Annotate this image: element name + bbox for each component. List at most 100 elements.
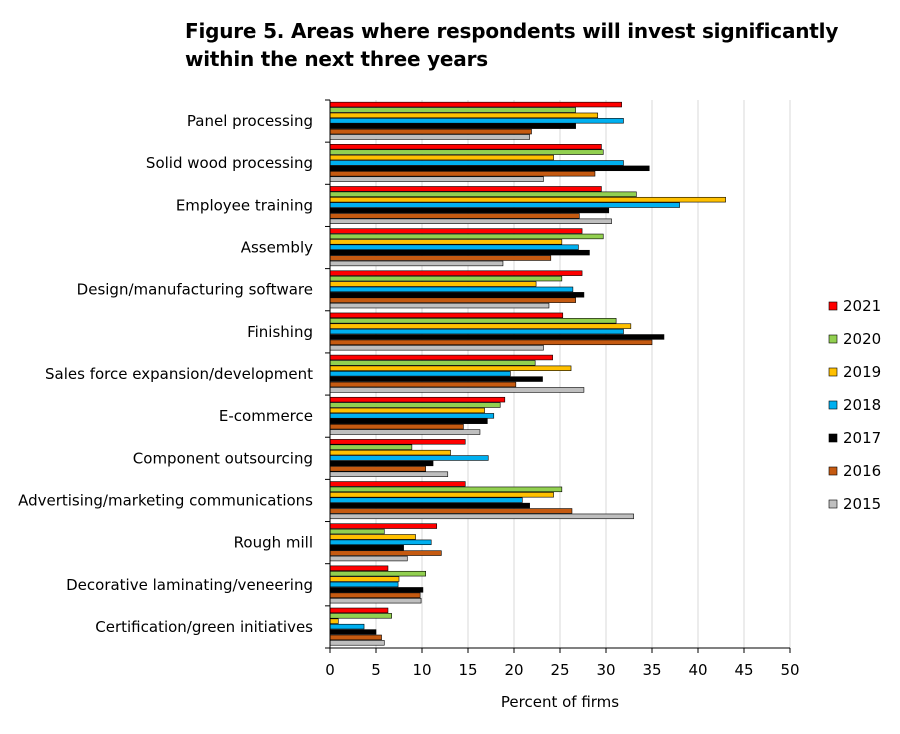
bar-design-manufacturing-software-2018 [329, 286, 574, 293]
legend-label-2019: 2019 [843, 363, 881, 381]
category-label-panel-processing: Panel processing [187, 112, 313, 130]
bar-sales-force-expansion-development-2015 [329, 387, 585, 393]
bar-decorative-laminating-veneering-2020 [329, 570, 426, 577]
category-label-finishing: Finishing [247, 323, 313, 341]
bar-design-manufacturing-software-2021 [329, 270, 583, 276]
chart-title-line-1: Figure 5. Areas where respondents will i… [185, 19, 839, 43]
category-label-employee-training: Employee training [176, 196, 313, 214]
bars [329, 101, 726, 646]
bar-advertising-marketing-communications-2016 [329, 508, 573, 514]
bar-employee-training-2015 [329, 218, 612, 224]
bar-sales-force-expansion-development-2018 [329, 370, 511, 377]
chart-title-line-2: within the next three years [185, 47, 488, 71]
bar-assembly-2021 [329, 228, 583, 234]
bar-employee-training-2017 [329, 207, 610, 214]
bar-decorative-laminating-veneering-2016 [329, 592, 421, 598]
bar-solid-wood-processing-2021 [329, 144, 602, 150]
x-tick-label-35: 35 [642, 661, 661, 679]
bar-e-commerce-2016 [329, 423, 464, 430]
bar-assembly-2016 [329, 255, 552, 261]
x-tick-label-10: 10 [412, 661, 431, 679]
legend-swatch-2016 [828, 466, 838, 476]
bar-rough-mill-2016 [329, 550, 442, 556]
bar-component-outsourcing-2016 [329, 466, 426, 472]
x-tick-label-25: 25 [550, 661, 569, 679]
x-tick-labels: 0 5 10 15 20 25 30 35 40 45 50 [325, 661, 799, 679]
bar-design-manufacturing-software-2020 [329, 275, 563, 282]
bar-decorative-laminating-veneering-2017 [329, 587, 424, 593]
bar-solid-wood-processing-2016 [329, 171, 596, 177]
legend-label-2018: 2018 [843, 396, 881, 414]
bar-advertising-marketing-communications-2018 [329, 497, 523, 503]
bar-assembly-2020 [329, 233, 604, 240]
x-tick-label-15: 15 [458, 661, 477, 679]
x-tick-label-40: 40 [688, 661, 707, 679]
bar-design-manufacturing-software-2016 [329, 297, 576, 303]
bar-advertising-marketing-communications-2021 [329, 481, 466, 487]
legend-label-2021: 2021 [843, 297, 881, 315]
bar-design-manufacturing-software-2017 [329, 292, 585, 298]
bar-sales-force-expansion-development-2020 [329, 360, 536, 366]
bar-certification-green-initiatives-2018 [329, 623, 365, 630]
bar-e-commerce-2021 [329, 396, 506, 403]
x-tick-label-0: 0 [325, 661, 335, 679]
bar-panel-processing-2020 [329, 107, 576, 113]
bar-sales-force-expansion-development-2019 [329, 365, 572, 371]
bar-component-outsourcing-2021 [329, 439, 466, 445]
bar-certification-green-initiatives-2020 [329, 613, 392, 619]
bar-finishing-2017 [329, 334, 665, 340]
bar-panel-processing-2016 [329, 128, 532, 135]
legend-swatch-2020 [828, 334, 838, 344]
bar-finishing-2021 [329, 312, 564, 319]
bar-decorative-laminating-veneering-2018 [329, 581, 399, 588]
category-label-certification-green-initiatives: Certification/green initiatives [95, 618, 313, 636]
bar-design-manufacturing-software-2015 [329, 302, 550, 309]
legend-label-2020: 2020 [843, 330, 881, 348]
bar-panel-processing-2015 [329, 134, 530, 140]
bar-finishing-2020 [329, 318, 617, 324]
bar-finishing-2015 [329, 345, 544, 351]
bar-advertising-marketing-communications-2020 [329, 486, 563, 493]
bar-component-outsourcing-2018 [329, 455, 489, 461]
category-label-advertising-marketing-communications: Advertising/marketing communications [18, 492, 313, 510]
bar-certification-green-initiatives-2021 [329, 607, 389, 614]
bar-assembly-2017 [329, 249, 590, 256]
axes [325, 99, 791, 653]
bar-decorative-laminating-veneering-2015 [329, 597, 422, 604]
legend-label-2017: 2017 [843, 429, 881, 447]
bar-certification-green-initiatives-2015 [329, 640, 385, 646]
bar-employee-training-2020 [329, 191, 637, 197]
category-label-sales-force-expansion-development: Sales force expansion/development [45, 365, 313, 383]
x-tick-label-5: 5 [371, 661, 381, 679]
bar-finishing-2018 [329, 328, 624, 335]
bar-sales-force-expansion-development-2021 [329, 354, 553, 361]
bar-sales-force-expansion-development-2016 [329, 381, 517, 388]
bar-employee-training-2019 [329, 196, 726, 203]
bar-rough-mill-2019 [329, 534, 416, 540]
bar-solid-wood-processing-2019 [329, 154, 554, 161]
bar-certification-green-initiatives-2019 [329, 618, 339, 624]
bar-employee-training-2018 [329, 202, 680, 208]
category-label-assembly: Assembly [241, 239, 313, 257]
bar-rough-mill-2021 [329, 523, 438, 529]
bar-panel-processing-2019 [329, 112, 599, 119]
bar-assembly-2019 [329, 239, 563, 245]
bar-decorative-laminating-veneering-2021 [329, 565, 389, 571]
bar-panel-processing-2018 [329, 118, 624, 124]
bar-decorative-laminating-veneering-2019 [329, 576, 400, 582]
bar-sales-force-expansion-development-2017 [329, 376, 543, 382]
category-labels: Panel processing Solid wood processing Emp… [18, 112, 313, 636]
x-tick-label-20: 20 [504, 661, 523, 679]
legend: 2021 2020 2019 2018 2017 2016 2015 [828, 297, 881, 513]
bar-rough-mill-2020 [329, 528, 385, 535]
bar-panel-processing-2021 [329, 101, 622, 108]
category-label-design-manufacturing-software: Design/manufacturing software [77, 281, 313, 299]
bar-component-outsourcing-2017 [329, 460, 434, 467]
bar-rough-mill-2017 [329, 545, 404, 551]
legend-swatch-2015 [828, 499, 838, 509]
bar-solid-wood-processing-2017 [329, 165, 650, 172]
bar-e-commerce-2019 [329, 407, 485, 414]
category-label-decorative-laminating-veneering: Decorative laminating/veneering [66, 576, 313, 594]
bar-rough-mill-2018 [329, 539, 432, 546]
